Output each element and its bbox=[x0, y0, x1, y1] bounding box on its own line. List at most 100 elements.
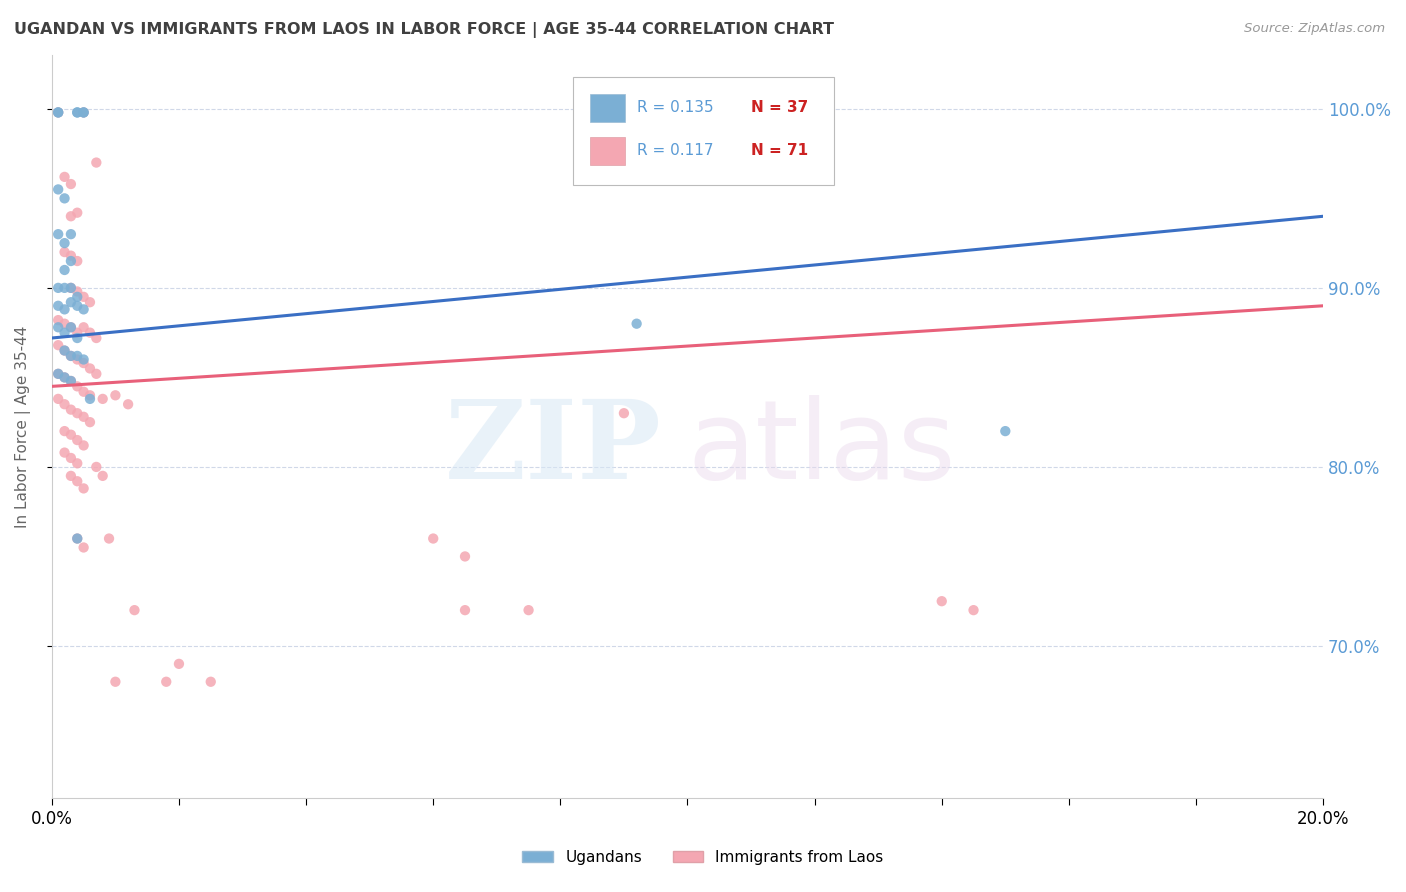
Point bbox=[59, 177, 82, 191]
Point bbox=[91, 392, 114, 406]
Point bbox=[72, 541, 94, 555]
Point bbox=[46, 320, 69, 334]
Point bbox=[117, 397, 139, 411]
Point bbox=[53, 236, 76, 251]
Point bbox=[66, 105, 89, 120]
Point bbox=[46, 105, 69, 120]
FancyBboxPatch shape bbox=[589, 94, 626, 122]
Point bbox=[66, 105, 89, 120]
Point bbox=[72, 105, 94, 120]
Point bbox=[53, 326, 76, 340]
Text: Source: ZipAtlas.com: Source: ZipAtlas.com bbox=[1244, 22, 1385, 36]
Point bbox=[124, 603, 146, 617]
Point bbox=[66, 532, 89, 546]
Point bbox=[66, 326, 89, 340]
Point bbox=[59, 209, 82, 223]
Point bbox=[66, 456, 89, 470]
Point bbox=[53, 370, 76, 384]
Point bbox=[79, 295, 101, 310]
Point bbox=[46, 367, 69, 381]
Text: R = 0.117: R = 0.117 bbox=[637, 144, 713, 159]
Point bbox=[53, 263, 76, 277]
Point bbox=[66, 285, 89, 299]
Point bbox=[46, 281, 69, 295]
Point bbox=[59, 402, 82, 417]
Point bbox=[994, 424, 1017, 438]
Point bbox=[72, 302, 94, 317]
Point bbox=[91, 468, 114, 483]
Point bbox=[79, 392, 101, 406]
FancyBboxPatch shape bbox=[589, 136, 626, 165]
Point bbox=[66, 205, 89, 219]
Point bbox=[53, 397, 76, 411]
Point bbox=[72, 320, 94, 334]
Text: atlas: atlas bbox=[688, 395, 956, 502]
Text: ZIP: ZIP bbox=[446, 395, 662, 502]
Point bbox=[46, 392, 69, 406]
Point bbox=[72, 105, 94, 120]
Point bbox=[53, 370, 76, 384]
Point bbox=[46, 313, 69, 327]
Point bbox=[66, 433, 89, 447]
Point bbox=[422, 532, 444, 546]
Point bbox=[53, 302, 76, 317]
Point bbox=[104, 388, 127, 402]
Point bbox=[53, 424, 76, 438]
Point bbox=[66, 299, 89, 313]
Point bbox=[46, 105, 69, 120]
Point bbox=[59, 320, 82, 334]
Point bbox=[98, 532, 121, 546]
Point bbox=[53, 343, 76, 358]
Point bbox=[72, 482, 94, 496]
Point bbox=[59, 249, 82, 263]
Point bbox=[46, 227, 69, 242]
Text: N = 71: N = 71 bbox=[751, 144, 808, 159]
Point bbox=[59, 281, 82, 295]
Point bbox=[59, 281, 82, 295]
Point bbox=[167, 657, 190, 671]
Point bbox=[66, 379, 89, 393]
Point bbox=[72, 105, 94, 120]
Text: R = 0.135: R = 0.135 bbox=[637, 101, 713, 115]
Point bbox=[53, 191, 76, 205]
Point bbox=[72, 438, 94, 452]
Point bbox=[59, 349, 82, 363]
Point bbox=[79, 326, 101, 340]
Point bbox=[86, 331, 108, 345]
Text: UGANDAN VS IMMIGRANTS FROM LAOS IN LABOR FORCE | AGE 35-44 CORRELATION CHART: UGANDAN VS IMMIGRANTS FROM LAOS IN LABOR… bbox=[14, 22, 834, 38]
Point bbox=[53, 317, 76, 331]
Point bbox=[59, 349, 82, 363]
Point bbox=[66, 532, 89, 546]
Point bbox=[59, 295, 82, 310]
Point bbox=[626, 317, 648, 331]
Y-axis label: In Labor Force | Age 35-44: In Labor Force | Age 35-44 bbox=[15, 326, 31, 528]
Point bbox=[59, 374, 82, 388]
Point bbox=[59, 450, 82, 465]
Point bbox=[79, 361, 101, 376]
Point bbox=[59, 320, 82, 334]
Point bbox=[59, 427, 82, 442]
Point bbox=[454, 549, 477, 564]
Point bbox=[59, 227, 82, 242]
Point bbox=[454, 603, 477, 617]
Point bbox=[79, 415, 101, 429]
Point bbox=[79, 388, 101, 402]
Text: N = 37: N = 37 bbox=[751, 101, 808, 115]
Point bbox=[931, 594, 953, 608]
Point bbox=[104, 674, 127, 689]
Point bbox=[46, 338, 69, 352]
Point bbox=[66, 349, 89, 363]
Point bbox=[200, 674, 222, 689]
FancyBboxPatch shape bbox=[574, 78, 834, 186]
Point bbox=[66, 352, 89, 367]
Point bbox=[59, 374, 82, 388]
Point bbox=[59, 468, 82, 483]
Point bbox=[46, 105, 69, 120]
Point bbox=[66, 331, 89, 345]
Point bbox=[53, 281, 76, 295]
Point bbox=[86, 459, 108, 474]
Point bbox=[72, 409, 94, 424]
Point bbox=[53, 245, 76, 260]
Point bbox=[962, 603, 984, 617]
Point bbox=[517, 603, 540, 617]
